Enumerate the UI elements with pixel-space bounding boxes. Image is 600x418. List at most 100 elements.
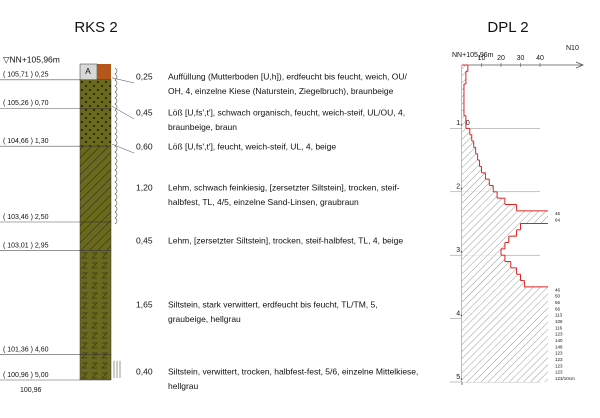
layer xyxy=(79,145,112,223)
description: Siltstein, verwittert, trocken, halbfest… xyxy=(168,366,418,376)
layer xyxy=(79,250,112,355)
connector xyxy=(111,77,135,84)
depth-label: ( 103,01 ) 2,95 xyxy=(3,242,49,249)
description: Löß [U,fs',t'], schwach organisch, feuch… xyxy=(168,107,405,117)
dpl-plot xyxy=(462,64,548,382)
value-label: 64 xyxy=(555,218,561,223)
depth-label: ( 100,96 ) 5,00 xyxy=(3,372,49,379)
blow-bar xyxy=(462,84,464,91)
layer-fill xyxy=(97,64,111,80)
blow-bar xyxy=(462,229,517,237)
blow-bar xyxy=(462,90,464,97)
description: Lehm, schwach feinkiesig, [zersetzter Si… xyxy=(168,182,400,192)
depth-label: ( 101,36 ) 4,60 xyxy=(3,347,49,354)
x-tick-label: 40 xyxy=(536,55,544,62)
value-label: 116 xyxy=(555,325,563,330)
blow-bar xyxy=(462,236,509,243)
blow-bar xyxy=(462,153,478,161)
layer xyxy=(79,79,112,109)
rks-bottom-label: 100,96 xyxy=(20,387,42,394)
blow-bar xyxy=(462,160,480,167)
blow-bar xyxy=(462,274,521,281)
x-tick-label: 30 xyxy=(517,55,525,62)
blow-bar xyxy=(462,128,470,135)
value-label: 123 xyxy=(555,363,563,368)
blow-bar xyxy=(462,337,548,344)
description: graubeige, hellgrau xyxy=(168,314,241,324)
blow-bar xyxy=(462,191,498,199)
blow-bar xyxy=(462,96,464,104)
value-label: 140 xyxy=(555,338,563,343)
blow-bar xyxy=(462,179,490,186)
blow-bar xyxy=(462,198,505,205)
depth-label: ( 104,66 ) 1,30 xyxy=(3,138,49,145)
rks-title: RKS 2 xyxy=(74,19,117,36)
rks-top-label: ▽NN+105,96m xyxy=(3,54,60,64)
thickness: 0,60 xyxy=(136,141,153,151)
blow-bar xyxy=(462,103,464,110)
value-label: 106 xyxy=(555,319,563,324)
description: Auffüllung (Mutterboden [U,h]), erdfeuch… xyxy=(168,71,408,81)
layer xyxy=(79,354,112,381)
blow-bar xyxy=(462,318,548,325)
value-label: 113 xyxy=(555,313,563,318)
blow-bar xyxy=(462,115,466,123)
value-label: 46 xyxy=(555,211,561,216)
blow-bar xyxy=(462,305,548,313)
x-tick-label: 20 xyxy=(497,55,505,62)
value-label: 56 xyxy=(555,300,561,305)
value-label: 123 xyxy=(555,357,563,362)
thickness: 0,25 xyxy=(136,71,153,81)
blow-bar xyxy=(462,324,548,332)
blow-bar xyxy=(462,134,472,142)
description: Löß [U,fs',t'], feucht, weich-steif, UL,… xyxy=(168,141,336,151)
blow-bar xyxy=(462,122,466,129)
depth-label: ( 103,46 ) 2,50 xyxy=(3,214,49,221)
value-label: 66 xyxy=(555,306,561,311)
dpl-title: DPL 2 xyxy=(487,19,528,36)
blow-bar xyxy=(462,280,525,287)
thickness: 1,65 xyxy=(136,299,153,309)
value-label: 123 xyxy=(555,370,563,375)
dpl-axis-label: N10 xyxy=(566,45,579,52)
blow-bar xyxy=(462,223,521,230)
blow-bar xyxy=(462,369,548,376)
description: hellgrau xyxy=(168,381,199,391)
blow-bar xyxy=(462,77,466,85)
thickness: 1,20 xyxy=(136,182,153,192)
value-label: 123/10cm xyxy=(555,376,575,381)
blow-bar xyxy=(462,166,482,173)
blow-bar xyxy=(462,261,511,268)
depth-label: ( 105,26 ) 0,70 xyxy=(3,100,49,107)
blow-bar xyxy=(462,217,548,224)
blow-bar xyxy=(462,293,548,300)
blow-bar xyxy=(462,248,501,256)
thickness: 0,40 xyxy=(136,366,153,376)
depth-label: ( 105,71 ) 0,25 xyxy=(3,72,49,79)
blow-bar xyxy=(462,242,505,249)
blow-bar xyxy=(462,204,517,211)
blow-bar xyxy=(462,71,466,78)
blow-bar xyxy=(462,147,476,154)
layer xyxy=(79,221,112,251)
blow-bar xyxy=(462,65,468,72)
blow-bar xyxy=(462,267,517,275)
blow-bar xyxy=(462,255,505,262)
blow-bar xyxy=(462,109,464,116)
value-label: 50 xyxy=(555,294,561,299)
value-label: 148 xyxy=(555,344,563,349)
description: OH, 4, einzelne Kiese (Naturstein, Ziege… xyxy=(168,86,394,96)
blow-bar xyxy=(462,312,548,319)
value-label: 46 xyxy=(555,287,561,292)
blow-bar xyxy=(462,210,548,218)
description: braunbeige, braun xyxy=(168,122,237,132)
blow-bar xyxy=(462,350,548,357)
layer xyxy=(79,107,112,147)
blow-bar xyxy=(462,343,548,351)
blow-bar xyxy=(462,362,548,370)
blow-bar xyxy=(462,286,548,294)
thickness: 0,45 xyxy=(136,235,153,245)
value-label: 123 xyxy=(555,332,563,337)
blow-bar xyxy=(462,331,548,338)
